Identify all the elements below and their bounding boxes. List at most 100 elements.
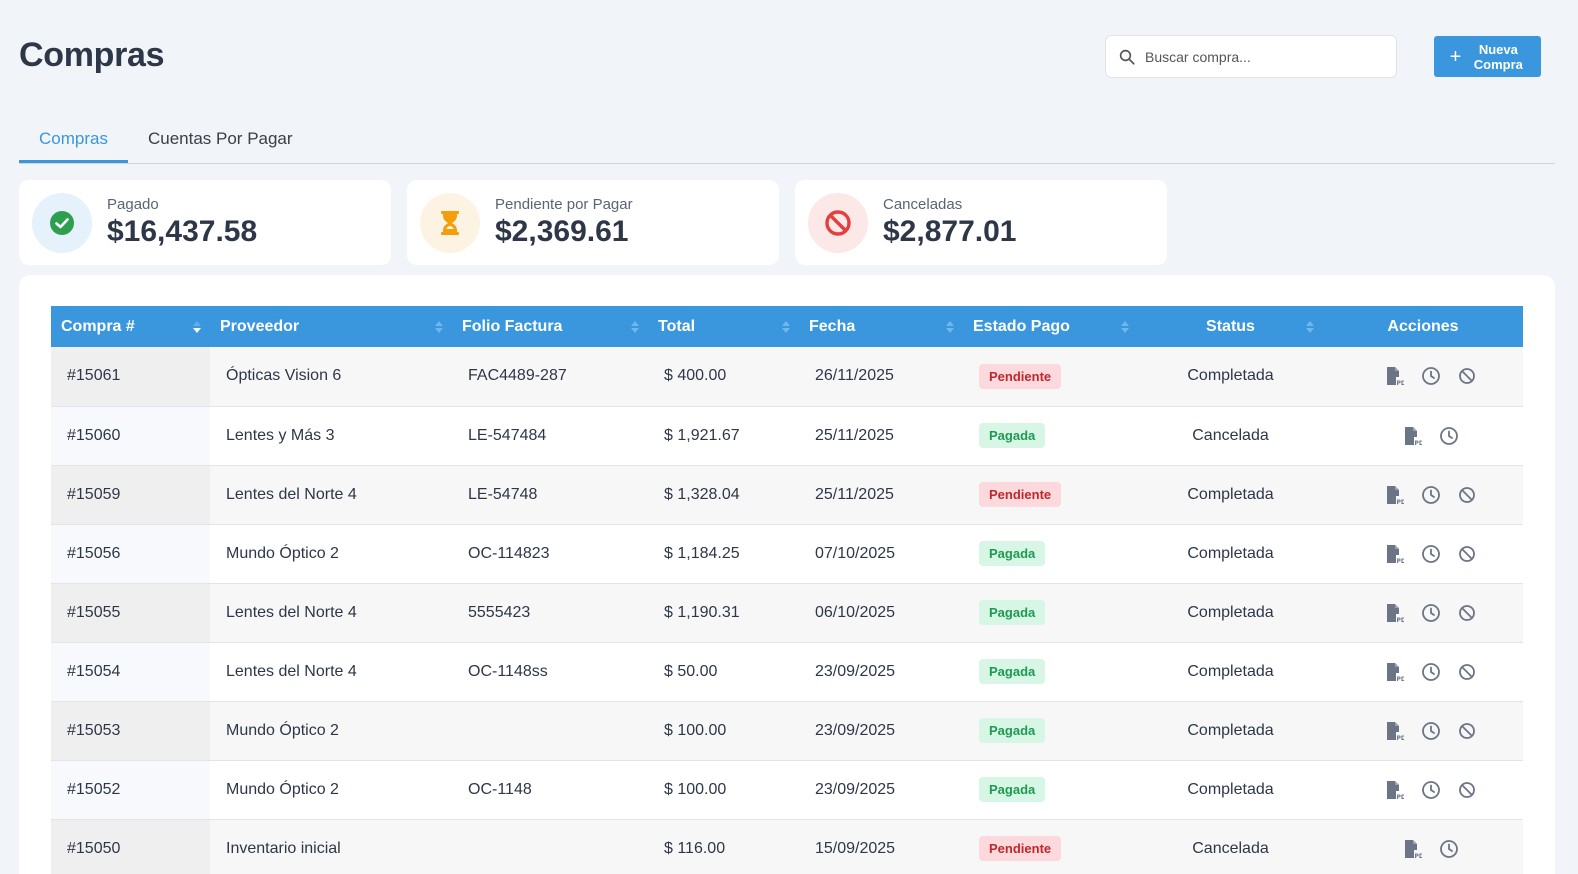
sort-icon[interactable]: [781, 318, 791, 336]
table-row[interactable]: #15053 Mundo Óptico 2 $ 100.00 23/09/2025 Pa…: [51, 701, 1523, 760]
cancel-icon[interactable]: [1457, 485, 1477, 505]
cancel-icon[interactable]: [1457, 544, 1477, 564]
table-row[interactable]: #15050 Inventario inicial $ 116.00 15/09/20…: [51, 819, 1523, 874]
history-clock-icon[interactable]: [1421, 780, 1441, 800]
column-header-compra[interactable]: Compra #: [51, 306, 210, 347]
table-row[interactable]: #15059 Lentes del Norte 4 LE-54748 $ 1,328.…: [51, 465, 1523, 524]
check-circle-icon: [32, 192, 92, 253]
cell-total: $ 100.00: [664, 780, 727, 798]
cell-total: $ 1,328.04: [664, 485, 740, 503]
pdf-icon[interactable]: PDF: [1385, 544, 1405, 564]
cancel-icon[interactable]: [1457, 662, 1477, 682]
table-row[interactable]: #15055 Lentes del Norte 4 5555423 $ 1,190.3…: [51, 583, 1523, 642]
table-row[interactable]: #15060 Lentes y Más 3 LE-547484 $ 1,921.67 2…: [51, 406, 1523, 465]
sort-icon[interactable]: [1120, 318, 1130, 336]
status-badge: Pagada: [979, 600, 1046, 625]
cell-proveedor: Lentes del Norte 4: [226, 662, 357, 680]
sort-icon[interactable]: [434, 318, 444, 336]
cell-status: Completada: [1187, 662, 1274, 680]
status-badge: Pagada: [979, 718, 1046, 743]
history-clock-icon[interactable]: [1421, 721, 1441, 741]
status-badge: Pendiente: [979, 363, 1062, 389]
ban-icon: [808, 192, 868, 253]
pdf-icon[interactable]: PDF: [1385, 366, 1405, 386]
cell-compra-id: #15056: [51, 524, 210, 583]
table-row[interactable]: #15061 Ópticas Vision 6 FAC4489-287 $ 400.0…: [51, 347, 1523, 406]
sort-icon[interactable]: [1305, 318, 1315, 336]
pdf-icon[interactable]: PDF: [1385, 721, 1405, 741]
table-row[interactable]: #15056 Mundo Óptico 2 OC-114823 $ 1,184.25 0…: [51, 524, 1523, 583]
cell-proveedor: Lentes y Más 3: [226, 426, 335, 444]
column-header-folio[interactable]: Folio Factura: [452, 306, 648, 347]
history-clock-icon[interactable]: [1421, 366, 1441, 386]
cell-acciones: PDF: [1323, 819, 1523, 874]
cell-total: $ 100.00: [664, 721, 727, 739]
cell-folio: OC-1148: [468, 780, 532, 798]
column-header-total[interactable]: Total: [648, 306, 799, 347]
summary-card-pagado: Pagado $16,437.58: [19, 180, 391, 265]
history-clock-icon[interactable]: [1421, 485, 1441, 505]
status-badge: Pagada: [979, 541, 1046, 566]
history-clock-icon[interactable]: [1439, 839, 1459, 859]
table-body: #15061 Ópticas Vision 6 FAC4489-287 $ 400.0…: [51, 347, 1523, 874]
tab-compras[interactable]: Compras: [19, 118, 128, 163]
cell-folio: LE-54748: [468, 485, 538, 503]
history-clock-icon[interactable]: [1439, 426, 1459, 446]
column-header-status[interactable]: Status: [1138, 306, 1323, 347]
pdf-icon[interactable]: PDF: [1385, 780, 1405, 800]
sort-desc-icon[interactable]: [192, 318, 202, 336]
cell-compra-id: #15060: [51, 406, 210, 465]
cancel-icon[interactable]: [1457, 721, 1477, 741]
cell-fecha: 06/10/2025: [815, 603, 896, 621]
plus-icon: +: [1449, 45, 1462, 68]
pdf-icon[interactable]: PDF: [1385, 485, 1405, 505]
cell-compra-id: #15053: [51, 701, 210, 760]
column-header-proveedor[interactable]: Proveedor: [210, 306, 452, 347]
history-clock-icon[interactable]: [1421, 603, 1441, 623]
hourglass-icon: [420, 192, 480, 253]
cell-estado-pago: Pendiente: [963, 347, 1138, 406]
cancel-icon[interactable]: [1457, 366, 1477, 386]
pdf-icon[interactable]: PDF: [1385, 603, 1405, 623]
cell-folio: [452, 701, 648, 760]
column-header-acciones: Acciones: [1387, 317, 1459, 335]
summary-label: Canceladas: [883, 196, 963, 213]
search-box[interactable]: [1105, 35, 1397, 78]
cell-estado-pago: Pagada: [963, 583, 1138, 642]
cancel-icon[interactable]: [1457, 780, 1477, 800]
column-header-fecha[interactable]: Fecha: [799, 306, 963, 347]
cell-fecha: 23/09/2025: [815, 662, 896, 680]
cell-folio: OC-114823: [468, 544, 550, 562]
cell-status: Completada: [1187, 603, 1274, 621]
history-clock-icon[interactable]: [1421, 662, 1441, 682]
cell-acciones: PDF: [1323, 347, 1523, 406]
search-input[interactable]: [1145, 48, 1385, 65]
history-clock-icon[interactable]: [1421, 544, 1441, 564]
cancel-icon[interactable]: [1457, 603, 1477, 623]
pdf-icon[interactable]: PDF: [1403, 839, 1423, 859]
cell-status: Completada: [1187, 544, 1274, 562]
cell-estado-pago: Pagada: [963, 406, 1138, 465]
cell-acciones: PDF: [1323, 583, 1523, 642]
table-row[interactable]: #15054 Lentes del Norte 4 OC-1148ss $ 50.00…: [51, 642, 1523, 701]
sort-icon[interactable]: [630, 318, 640, 336]
pdf-icon[interactable]: PDF: [1385, 662, 1405, 682]
new-purchase-button[interactable]: + Nueva Compra: [1434, 36, 1541, 77]
column-header-estado-pago[interactable]: Estado Pago: [963, 306, 1138, 347]
table-row[interactable]: #15052 Mundo Óptico 2 OC-1148 $ 100.00 23/09…: [51, 760, 1523, 819]
cell-fecha: 07/10/2025: [815, 544, 896, 562]
summary-card-pendiente: Pendiente por Pagar $2,369.61: [407, 180, 779, 265]
cell-estado-pago: Pagada: [963, 642, 1138, 701]
table-header-row: Compra # Proveedor Folio Factura Total F…: [51, 306, 1523, 347]
pdf-icon[interactable]: PDF: [1403, 426, 1423, 446]
summary-amount: $2,369.61: [495, 215, 629, 248]
cell-proveedor: Lentes del Norte 4: [226, 603, 357, 621]
tab-cuentas-por-pagar[interactable]: Cuentas Por Pagar: [147, 129, 293, 148]
cell-acciones: PDF: [1323, 524, 1523, 583]
summary-amount: $16,437.58: [107, 215, 258, 248]
sort-icon[interactable]: [945, 318, 955, 336]
cell-compra-id: #15059: [51, 465, 210, 524]
svg-text:PDF: PDF: [1397, 676, 1405, 682]
new-purchase-label: Nueva Compra: [1473, 41, 1523, 72]
purchases-table: Compra # Proveedor Folio Factura Total F…: [51, 306, 1523, 874]
